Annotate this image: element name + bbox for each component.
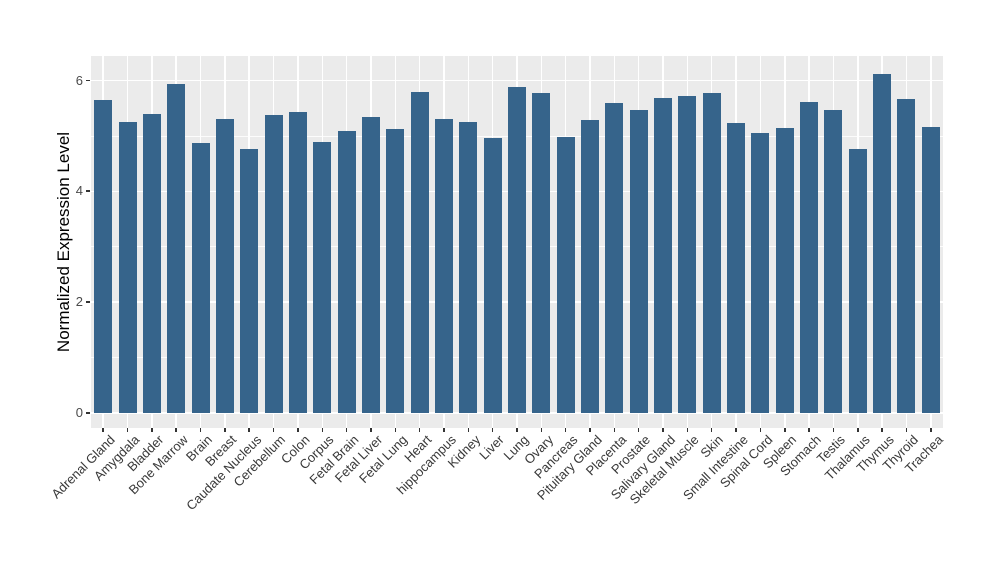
bar-kidney	[459, 121, 478, 413]
bar-skin	[702, 92, 721, 413]
bar-skeletal-muscle	[678, 96, 697, 413]
bar-prostate	[629, 109, 648, 413]
x-tick-mark	[418, 428, 421, 432]
bar-bone-marrow	[167, 83, 186, 413]
y-tick-label: 0	[75, 405, 83, 420]
x-tick-mark	[857, 428, 859, 432]
x-tick-mark	[808, 428, 810, 432]
bar-heart	[410, 92, 429, 413]
bar-ovary	[532, 92, 551, 413]
bar-caudate-nucleus	[240, 149, 259, 413]
bar-brain	[191, 142, 210, 413]
x-tick-mark	[151, 428, 153, 432]
y-tick-mark	[86, 79, 90, 82]
bar-trachea	[921, 127, 940, 413]
x-tick-mark	[394, 428, 397, 432]
x-tick-mark	[564, 428, 567, 432]
x-tick-mark	[930, 428, 932, 432]
y-tick-mark	[86, 412, 90, 414]
bar-colon	[288, 111, 307, 413]
y-tick-label: 2	[75, 294, 83, 310]
x-tick-mark	[126, 428, 129, 432]
x-tick-mark	[540, 428, 543, 432]
gridline-major	[91, 412, 943, 414]
bar-cerebellum	[264, 114, 283, 413]
y-tick-label: 6	[75, 72, 83, 88]
x-tick-mark	[759, 428, 762, 432]
x-tick-mark	[175, 428, 177, 432]
x-tick-mark	[102, 428, 104, 432]
x-tick-mark	[905, 428, 908, 432]
y-tick-mark	[86, 301, 90, 303]
x-tick-mark	[516, 428, 518, 432]
bar-testis	[824, 109, 843, 413]
x-tick-mark	[467, 428, 470, 432]
bar-pancreas	[556, 136, 575, 413]
y-axis-title: Normalized Expression Level	[54, 131, 73, 353]
x-tick-mark	[662, 428, 664, 432]
bar-liver	[483, 137, 502, 413]
x-tick-mark	[613, 428, 616, 432]
bar-breast	[215, 118, 234, 413]
x-tick-mark	[345, 428, 348, 432]
bar-small-intestine	[727, 123, 746, 413]
bar-lung	[508, 87, 526, 413]
bar-bladder	[142, 114, 161, 413]
x-tick-mark	[881, 428, 883, 432]
x-tick-mark	[491, 428, 494, 432]
x-tick-mark	[199, 428, 202, 432]
bar-salivary-gland	[654, 97, 673, 413]
y-tick-mark	[86, 190, 90, 192]
bar-thyroid	[897, 99, 916, 413]
bar-corpus	[313, 141, 332, 413]
x-tick-mark	[637, 428, 640, 432]
x-tick-mark	[321, 428, 323, 432]
x-tick-mark	[272, 428, 275, 432]
x-tick-mark	[248, 428, 250, 432]
x-tick-mark	[784, 428, 786, 432]
plot-panel	[91, 56, 943, 428]
bar-fetal-brain	[337, 131, 356, 413]
x-tick-mark	[443, 428, 445, 432]
bar-spleen	[775, 128, 794, 413]
bar-fetal-liver	[361, 116, 380, 413]
x-tick-label: Liver	[476, 432, 508, 463]
y-tick-label: 4	[75, 183, 83, 199]
bar-spinal-cord	[751, 133, 770, 413]
x-tick-mark	[832, 428, 835, 432]
x-tick-mark	[686, 428, 689, 432]
x-tick-mark	[735, 428, 737, 432]
bar-fetal-lung	[386, 128, 405, 413]
gridline-major	[91, 79, 943, 82]
bar-thalamus	[848, 149, 867, 413]
bar-placenta	[605, 103, 624, 413]
bar-amygdala	[118, 122, 137, 413]
x-tick-mark	[370, 428, 372, 432]
bar-thymus	[873, 73, 892, 413]
x-tick-mark	[710, 428, 713, 432]
x-tick-mark	[297, 428, 299, 432]
bar-hippocampus	[434, 118, 453, 413]
x-tick-mark	[589, 428, 591, 432]
bar-stomach	[800, 102, 819, 413]
bar-adrenal-gland	[94, 99, 113, 413]
bar-pituitary-gland	[581, 120, 600, 413]
x-tick-mark	[224, 428, 226, 432]
